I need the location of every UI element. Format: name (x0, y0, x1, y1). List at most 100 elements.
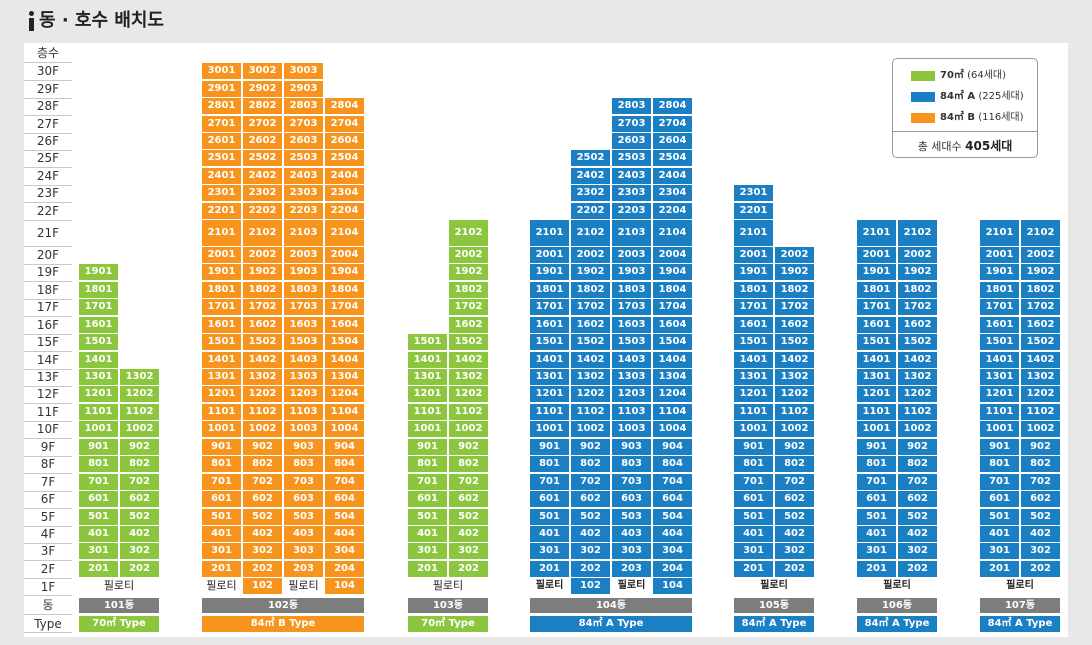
unit-cell[interactable]: 801 (408, 456, 447, 472)
unit-cell[interactable]: 504 (325, 509, 364, 525)
unit-cell[interactable]: 801 (857, 456, 896, 472)
unit-cell[interactable]: 701 (408, 474, 447, 490)
unit-cell[interactable]: 1902 (775, 264, 814, 280)
unit-cell[interactable]: 602 (120, 491, 159, 507)
unit-cell[interactable]: 1402 (449, 352, 488, 368)
unit-cell[interactable]: 902 (571, 439, 610, 455)
unit-cell[interactable]: 701 (79, 474, 118, 490)
unit-cell[interactable]: 1302 (775, 369, 814, 385)
unit-cell[interactable]: 1602 (1021, 317, 1060, 333)
unit-cell[interactable]: 802 (1021, 456, 1060, 472)
unit-cell[interactable]: 502 (449, 509, 488, 525)
unit-cell[interactable]: 2704 (325, 116, 364, 132)
unit-cell[interactable]: 402 (571, 526, 610, 542)
unit-cell[interactable]: 1302 (1021, 369, 1060, 385)
unit-cell[interactable]: 1104 (325, 404, 364, 420)
unit-cell[interactable]: 1401 (980, 352, 1019, 368)
unit-cell[interactable]: 402 (898, 526, 937, 542)
unit-cell[interactable]: 902 (898, 439, 937, 455)
unit-cell[interactable]: 203 (284, 561, 323, 577)
unit-cell[interactable]: 403 (284, 526, 323, 542)
unit-cell[interactable]: 801 (734, 456, 773, 472)
unit-cell[interactable]: 1701 (202, 299, 241, 315)
unit-cell[interactable]: 1801 (530, 282, 569, 298)
unit-cell[interactable]: 1704 (653, 299, 692, 315)
unit-cell[interactable]: 402 (120, 526, 159, 542)
unit-cell[interactable]: 2304 (653, 185, 692, 201)
unit-cell[interactable]: 501 (202, 509, 241, 525)
unit-cell[interactable]: 2001 (530, 247, 569, 263)
unit-cell[interactable]: 401 (857, 526, 896, 542)
unit-cell[interactable]: 1304 (325, 369, 364, 385)
unit-cell[interactable]: 1803 (284, 282, 323, 298)
unit-cell[interactable]: 2901 (202, 81, 241, 97)
unit-cell[interactable]: 1902 (243, 264, 282, 280)
unit-cell[interactable]: 1201 (734, 386, 773, 402)
unit-cell[interactable]: 1602 (898, 317, 937, 333)
unit-cell[interactable]: 1102 (120, 404, 159, 420)
unit-cell[interactable]: 1001 (202, 421, 241, 437)
unit-cell[interactable]: 104 (653, 578, 692, 594)
unit-cell[interactable]: 1501 (79, 334, 118, 350)
unit-cell[interactable]: 402 (1021, 526, 1060, 542)
unit-cell[interactable]: 802 (120, 456, 159, 472)
unit-cell[interactable]: 503 (612, 509, 651, 525)
unit-cell[interactable]: 202 (1021, 561, 1060, 577)
unit-cell[interactable]: 1002 (243, 421, 282, 437)
unit-cell[interactable]: 704 (653, 474, 692, 490)
unit-cell[interactable]: 2101 (530, 220, 569, 246)
unit-cell[interactable]: 1804 (653, 282, 692, 298)
unit-cell[interactable]: 1102 (449, 404, 488, 420)
unit-cell[interactable]: 301 (857, 543, 896, 559)
unit-cell[interactable]: 2803 (284, 98, 323, 114)
unit-cell[interactable]: 702 (120, 474, 159, 490)
unit-cell[interactable]: 902 (775, 439, 814, 455)
unit-cell[interactable]: 1302 (120, 369, 159, 385)
unit-cell[interactable]: 601 (857, 491, 896, 507)
unit-cell[interactable]: 601 (79, 491, 118, 507)
unit-cell[interactable]: 501 (79, 509, 118, 525)
unit-cell[interactable]: 1801 (980, 282, 1019, 298)
unit-cell[interactable]: 1102 (571, 404, 610, 420)
unit-cell[interactable]: 401 (980, 526, 1019, 542)
unit-cell[interactable]: 302 (449, 543, 488, 559)
unit-cell[interactable]: 1501 (980, 334, 1019, 350)
unit-cell[interactable]: 302 (243, 543, 282, 559)
unit-cell[interactable]: 302 (775, 543, 814, 559)
unit-cell[interactable]: 1802 (243, 282, 282, 298)
unit-cell[interactable]: 2302 (571, 185, 610, 201)
unit-cell[interactable]: 1101 (408, 404, 447, 420)
unit-cell[interactable]: 1101 (79, 404, 118, 420)
unit-cell[interactable]: 2404 (325, 168, 364, 184)
unit-cell[interactable]: 1002 (1021, 421, 1060, 437)
unit-cell[interactable]: 404 (653, 526, 692, 542)
unit-cell[interactable]: 503 (284, 509, 323, 525)
unit-cell[interactable]: 901 (202, 439, 241, 455)
unit-cell[interactable]: 804 (653, 456, 692, 472)
unit-cell[interactable]: 1303 (284, 369, 323, 385)
unit-cell[interactable]: 1001 (530, 421, 569, 437)
unit-cell[interactable]: 1101 (980, 404, 1019, 420)
unit-cell[interactable]: 1702 (775, 299, 814, 315)
unit-cell[interactable]: 2002 (775, 247, 814, 263)
unit-cell[interactable]: 903 (284, 439, 323, 455)
unit-cell[interactable]: 202 (243, 561, 282, 577)
unit-cell[interactable]: 2701 (202, 116, 241, 132)
unit-cell[interactable]: 701 (734, 474, 773, 490)
unit-cell[interactable]: 304 (325, 543, 364, 559)
unit-cell[interactable]: 1201 (530, 386, 569, 402)
unit-cell[interactable]: 402 (775, 526, 814, 542)
unit-cell[interactable]: 1603 (612, 317, 651, 333)
unit-cell[interactable]: 1102 (1021, 404, 1060, 420)
unit-cell[interactable]: 1602 (571, 317, 610, 333)
unit-cell[interactable]: 1203 (612, 386, 651, 402)
unit-cell[interactable]: 1202 (243, 386, 282, 402)
unit-cell[interactable]: 2502 (571, 150, 610, 166)
unit-cell[interactable]: 1804 (325, 282, 364, 298)
unit-cell[interactable]: 303 (612, 543, 651, 559)
unit-cell[interactable]: 1101 (734, 404, 773, 420)
unit-cell[interactable]: 1402 (571, 352, 610, 368)
unit-cell[interactable]: 2703 (612, 116, 651, 132)
unit-cell[interactable]: 1001 (734, 421, 773, 437)
unit-cell[interactable]: 301 (408, 543, 447, 559)
